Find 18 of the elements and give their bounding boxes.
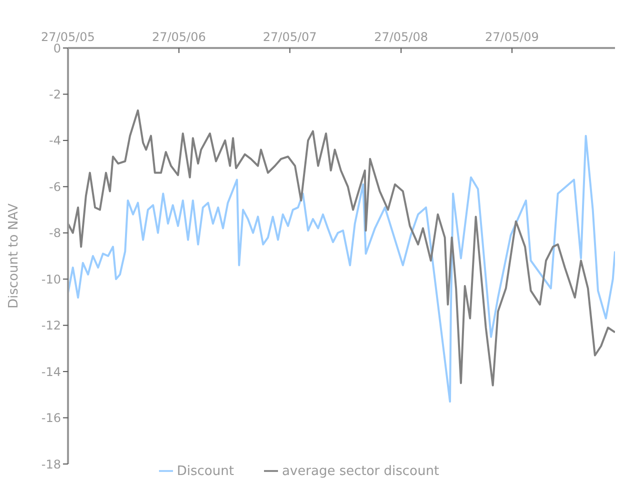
x-tick-label: 27/05/06 [152,30,206,44]
y-tick-label: -16 [41,411,61,426]
legend-label: Discount [176,464,234,479]
y-tick-label: 0 [53,41,61,56]
y-tick-label: -6 [49,180,61,194]
y-tick-label: -14 [41,364,61,379]
x-tick-label: 27/05/08 [374,30,428,44]
x-tick-label: 27/05/05 [41,30,95,44]
y-tick-label: -10 [41,272,61,286]
y-tick-label: -4 [49,134,61,148]
x-tick-label: 27/05/09 [485,30,539,44]
legend-label: average sector discount [282,464,440,479]
y-tick-label: -8 [49,226,61,240]
x-tick-label: 27/05/07 [262,30,317,44]
y-axis-title: Discount to NAV [6,203,22,309]
y-tick-label: -18 [41,457,61,472]
y-tick-label: -12 [41,318,61,333]
y-tick-label: -2 [49,87,61,102]
